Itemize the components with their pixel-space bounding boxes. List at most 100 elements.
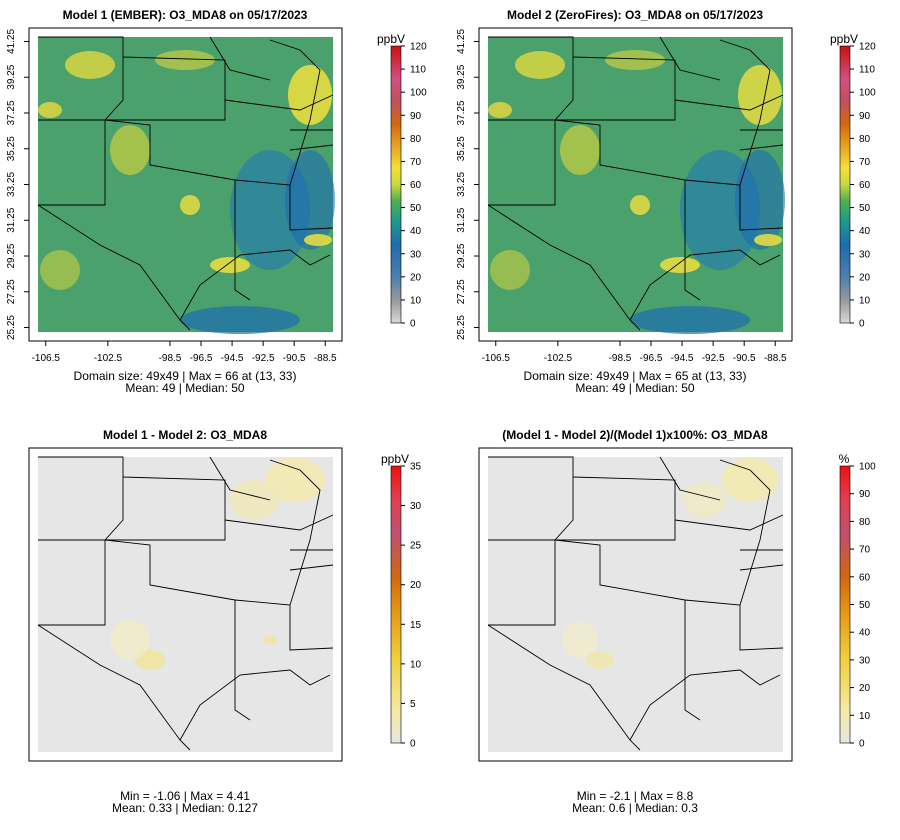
y-tick-label: 25.25 <box>6 315 17 340</box>
colorbar: ppbV <box>377 32 405 324</box>
colorbar-tick-label: 110 <box>859 65 875 76</box>
heatmap-blobs <box>562 458 778 669</box>
y-tick-label: 35.25 <box>6 136 17 161</box>
y-tick-label: 29.25 <box>456 243 467 268</box>
colorbar-tick-label: 120 <box>410 42 427 53</box>
stats-line-2: Mean: 0.6 | Median: 0.3 <box>572 801 698 815</box>
colorbar-tick-label: 50 <box>859 600 871 611</box>
colorbar-ramp <box>839 465 851 744</box>
x-tick-label: -92.5 <box>702 353 725 364</box>
colorbar-tick-label: 25 <box>410 541 422 552</box>
panel-title: Model 1 - Model 2: O3_MDA8 <box>103 428 267 442</box>
x-tick-label: -106.5 <box>482 353 511 364</box>
colorbar-tick-label: 5 <box>410 699 416 710</box>
axis-ticks-panel-2: -106.5 -102.5 -98.5 -96.5 -94.5 -92.5 -90.5 -88… <box>456 29 876 364</box>
colorbar-tick-label: 10 <box>410 659 422 670</box>
x-tick-label: -88.5 <box>314 353 337 364</box>
colorbar-tick-label: 15 <box>410 620 422 631</box>
colorbar-tick-label: 70 <box>859 545 871 556</box>
y-tick-label: 31.25 <box>456 207 467 232</box>
colorbar-tick-label: 80 <box>859 134 871 145</box>
stats-line-1: Domain size: 49x49 | Max = 66 at (13, 33… <box>74 369 297 383</box>
stats-line-1: Domain size: 49x49 | Max = 65 at (13, 33… <box>524 369 747 383</box>
map-boundaries <box>487 456 784 751</box>
colorbar-tick-label: 20 <box>410 580 422 591</box>
x-tick-label: -94.5 <box>221 353 244 364</box>
x-tick-label: -98.5 <box>609 353 632 364</box>
x-tick-label: -96.5 <box>190 353 213 364</box>
colorbar-tick-label: 120 <box>859 42 876 53</box>
y-tick-label: 37.25 <box>6 100 17 125</box>
panel-model1: Model 1 (EMBER): O3_MDA8 on 05/17/2023 <box>28 8 405 395</box>
colorbar-tick-label: 10 <box>859 711 871 722</box>
colorbar-tick-label: 50 <box>410 203 422 214</box>
colorbar-tick-label: 80 <box>859 517 871 528</box>
stats-line-2: Mean: 0.33 | Median: 0.127 <box>112 801 258 815</box>
colorbar-tick-label: 100 <box>859 462 876 473</box>
colorbar-tick-label: 100 <box>859 88 876 99</box>
colorbar-unit: ppbV <box>381 452 409 466</box>
colorbar-ramp <box>839 45 851 324</box>
y-tick-label: 35.25 <box>456 136 467 161</box>
colorbar: ppbV <box>830 32 858 324</box>
colorbar-unit: ppbV <box>377 32 405 46</box>
x-tick-label: -94.5 <box>671 353 694 364</box>
colorbar-tick-label: 40 <box>859 628 871 639</box>
x-tick-label: -106.5 <box>32 353 61 364</box>
panel-percent-difference: (Model 1 - Model 2)/(Model 1)x100%: O3_M… <box>478 428 851 815</box>
colorbar-tick-label: 0 <box>410 319 416 330</box>
colorbar-tick-label: 10 <box>859 295 871 306</box>
colorbar-unit: % <box>839 452 850 466</box>
x-tick-label: -98.5 <box>159 353 182 364</box>
x-tick-label: -88.5 <box>764 353 787 364</box>
panel-difference: Model 1 - Model 2: O3_MDA8 Min = -1.06 | <box>28 428 409 815</box>
stats-line-1: Min = -2.1 | Max = 8.8 <box>577 789 694 803</box>
heatmap-blobs <box>38 37 335 334</box>
map-boundaries <box>37 36 334 331</box>
panel-title: Model 1 (EMBER): O3_MDA8 on 05/17/2023 <box>63 8 308 22</box>
y-tick-label: 41.25 <box>6 29 17 54</box>
colorbar-ramp <box>390 465 402 744</box>
colorbar-tick-label: 70 <box>859 157 871 168</box>
panel-model2: Model 2 (ZeroFires): O3_MDA8 on 05/17/20… <box>478 8 858 395</box>
panel-title: Model 2 (ZeroFires): O3_MDA8 on 05/17/20… <box>507 8 763 22</box>
stats-line-1: Min = -1.06 | Max = 4.41 <box>120 789 250 803</box>
colorbar-tick-label: 70 <box>410 157 422 168</box>
colorbar-tick-label: 110 <box>410 65 426 76</box>
plot-frame <box>28 447 343 762</box>
colorbar-tick-label: 20 <box>859 683 871 694</box>
y-tick-label: 39.25 <box>456 64 467 89</box>
y-tick-label: 25.25 <box>456 315 467 340</box>
colorbar-tick-label: 0 <box>859 319 865 330</box>
colorbar-tick-label: 40 <box>859 226 871 237</box>
heatmap-blobs <box>488 37 785 334</box>
colorbar-tick-label: 0 <box>859 739 865 750</box>
colorbar-tick-label: 60 <box>410 180 422 191</box>
colorbar-tick-label: 60 <box>859 572 871 583</box>
y-tick-label: 33.25 <box>6 172 17 197</box>
colorbar-tick-label: 35 <box>410 462 422 473</box>
colorbar-tick-label: 90 <box>859 111 871 122</box>
colorbar-unit: ppbV <box>830 32 858 46</box>
plot-frame <box>478 447 793 762</box>
axis-ticks-panel-4: 0 10 20 30 40 50 60 70 80 90 100 <box>850 462 876 750</box>
axis-ticks-panel-3: 0 5 10 15 20 25 30 35 <box>401 462 422 750</box>
colorbar-tick-label: 30 <box>859 249 871 260</box>
x-tick-label: -102.5 <box>544 353 573 364</box>
map-boundaries <box>487 36 784 331</box>
colorbar-tick-label: 30 <box>410 249 422 260</box>
map-boundaries <box>37 456 334 751</box>
y-tick-label: 31.25 <box>6 207 17 232</box>
colorbar-tick-label: 90 <box>410 111 422 122</box>
colorbar-tick-label: 80 <box>410 134 422 145</box>
x-tick-label: -90.5 <box>733 353 756 364</box>
colorbar-tick-label: 60 <box>859 180 871 191</box>
axis-ticks-panel-1: -106.5 -102.5 -98.5 -96.5 -94.5 -92.5 -90.5 -88… <box>6 29 427 364</box>
colorbar-ramp <box>390 45 402 324</box>
y-tick-label: 37.25 <box>456 100 467 125</box>
colorbar-tick-label: 100 <box>410 88 427 99</box>
x-tick-label: -90.5 <box>283 353 306 364</box>
colorbar-tick-label: 20 <box>410 272 422 283</box>
x-tick-label: -92.5 <box>252 353 275 364</box>
